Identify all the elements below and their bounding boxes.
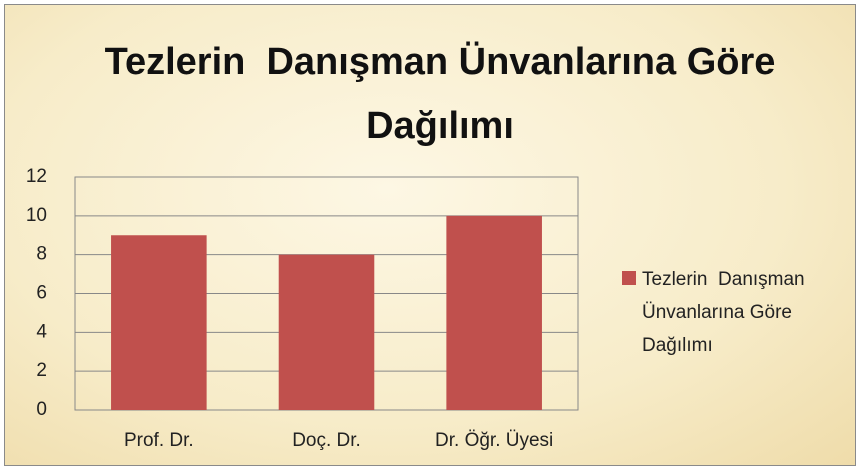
bar (446, 215, 542, 410)
y-tick-label: 0 (36, 399, 47, 420)
x-tick-label: Prof. Dr. (124, 430, 194, 451)
bar (111, 235, 207, 410)
x-tick-label: Dr. Öğr. Üyesi (435, 430, 553, 451)
y-tick-label: 6 (36, 283, 47, 304)
y-tick-label: 4 (36, 321, 47, 342)
bar (278, 254, 375, 410)
y-tick-label: 8 (36, 244, 47, 265)
y-tick-label: 12 (26, 166, 47, 187)
y-tick-label: 2 (36, 360, 47, 381)
legend-swatch (622, 271, 636, 285)
y-tick-label: 10 (26, 205, 47, 226)
x-tick-label: Doç. Dr. (292, 430, 361, 451)
chart-title: Tezlerin Danışman Ünvanlarına Göre Dağıl… (104, 41, 786, 147)
legend-label: Tezlerin Danışman Ünvanlarına Göre Dağıl… (642, 269, 810, 356)
